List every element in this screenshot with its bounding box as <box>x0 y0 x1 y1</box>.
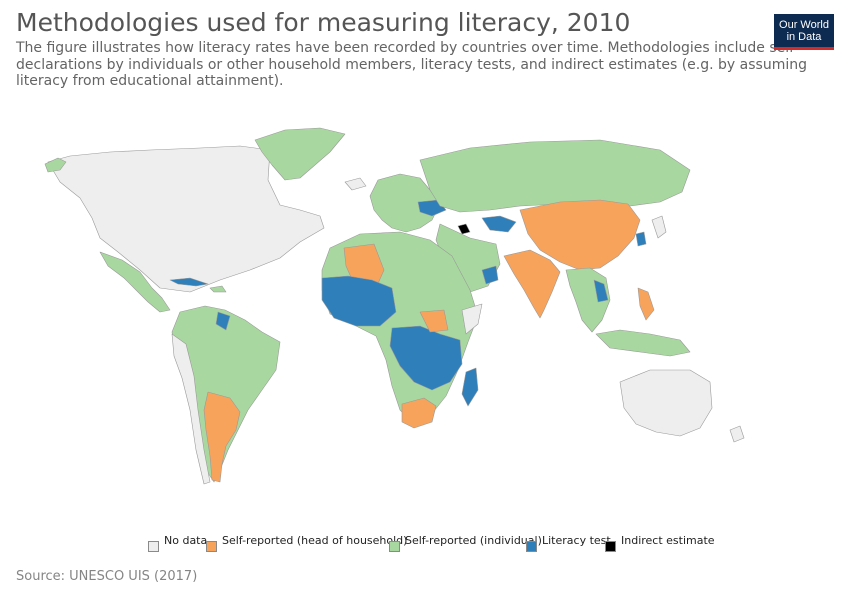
region-australia[interactable] <box>619 369 713 437</box>
region-iceland[interactable] <box>344 177 367 191</box>
source-note[interactable]: Source: UNESCO UIS (2017) <box>16 569 198 584</box>
region-cuba[interactable] <box>169 277 209 287</box>
region-philippines[interactable] <box>637 287 655 321</box>
legend-label-no-data: No data <box>164 534 208 547</box>
region-indonesia[interactable] <box>595 329 691 357</box>
region-alaska-east[interactable] <box>44 157 67 173</box>
region-north-america[interactable] <box>47 145 325 293</box>
region-guyana[interactable] <box>215 311 231 331</box>
region-somalia[interactable] <box>461 303 483 335</box>
region-russia[interactable] <box>419 139 691 213</box>
region-madagascar[interactable] <box>461 367 479 407</box>
region-caribbean[interactable] <box>209 285 227 293</box>
chart-title: Methodologies used for measuring literac… <box>16 8 631 37</box>
region-china[interactable] <box>519 199 641 271</box>
legend-swatch-self-individual <box>389 541 400 552</box>
region-peru-chile[interactable] <box>171 333 211 485</box>
owid-logo[interactable]: Our World in Data <box>774 14 834 50</box>
region-vietnam[interactable] <box>593 279 609 303</box>
legend: No data Self-reported (head of household… <box>0 534 850 554</box>
legend-swatch-literacy-test <box>526 541 537 552</box>
region-japan[interactable] <box>651 215 667 239</box>
legend-label-literacy-test: Literacy test <box>542 534 611 547</box>
region-azerbaijan[interactable] <box>457 223 471 235</box>
legend-label-self-individual: Self-reported (individual) <box>405 534 542 547</box>
world-map[interactable] <box>0 120 850 520</box>
region-europe[interactable] <box>369 173 441 233</box>
logo-line-1: Our World <box>779 19 829 31</box>
region-argentina[interactable] <box>203 391 241 483</box>
legend-label-self-household: Self-reported (head of household) <box>222 534 408 547</box>
region-south-africa[interactable] <box>401 397 437 429</box>
legend-label-indirect: Indirect estimate <box>621 534 715 547</box>
region-oman[interactable] <box>481 265 499 285</box>
legend-swatch-indirect <box>605 541 616 552</box>
region-korea[interactable] <box>635 231 647 247</box>
region-sudan[interactable] <box>419 309 449 333</box>
region-india[interactable] <box>503 249 561 319</box>
region-mexico[interactable] <box>99 251 171 313</box>
region-west-africa[interactable] <box>321 275 397 327</box>
region-greenland[interactable] <box>254 127 346 181</box>
legend-swatch-no-data <box>148 541 159 552</box>
logo-line-2: in Data <box>786 31 822 43</box>
region-new-zealand[interactable] <box>729 425 745 443</box>
region-central-asia[interactable] <box>481 215 517 233</box>
legend-swatch-self-household <box>206 541 217 552</box>
chart-subtitle: The figure illustrates how literacy rate… <box>16 40 807 89</box>
